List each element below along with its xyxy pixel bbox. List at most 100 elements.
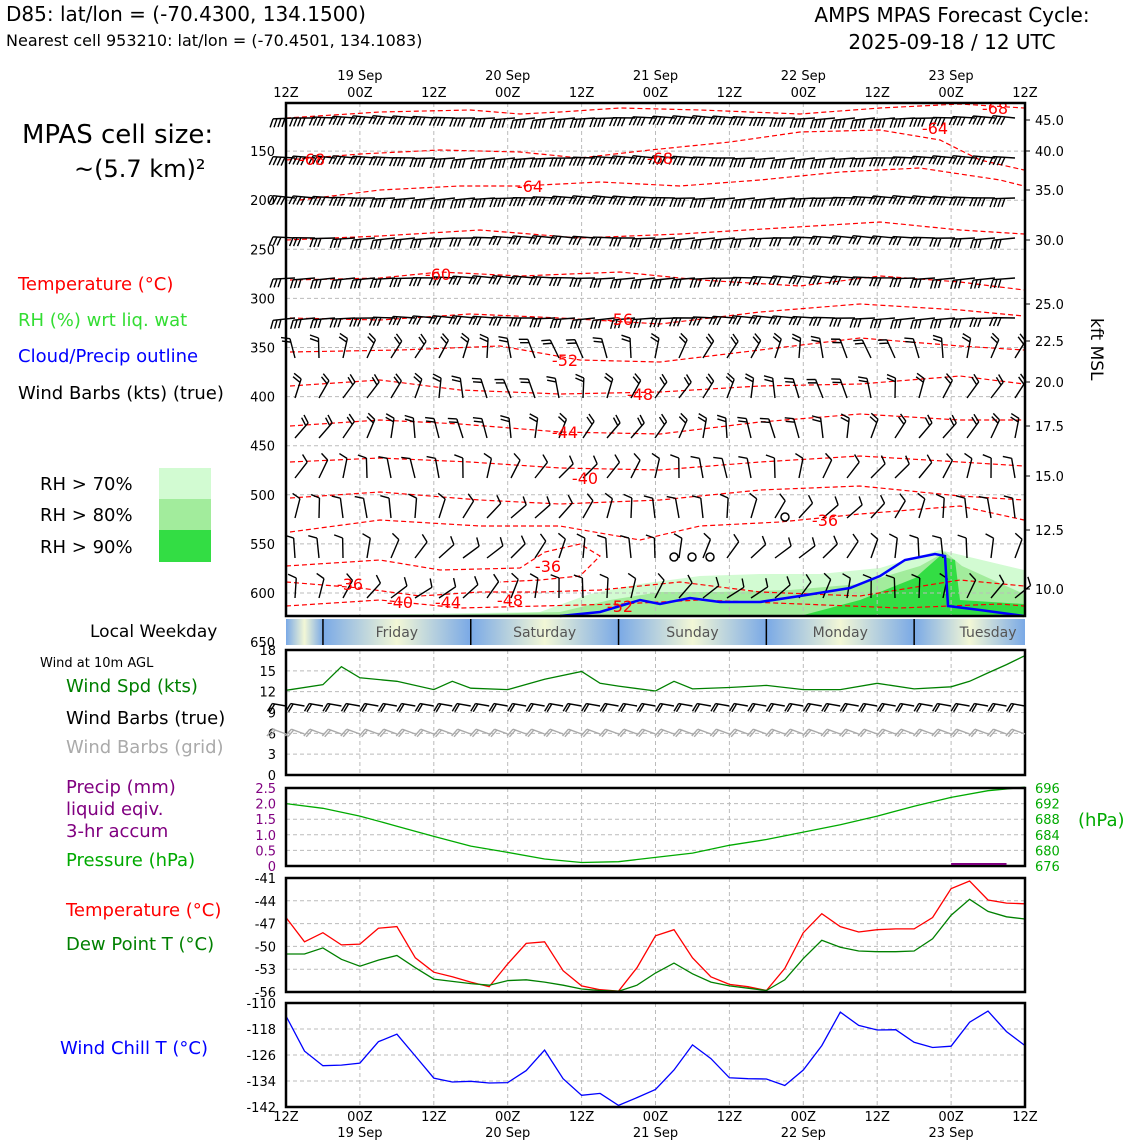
- top-time-tick: 12Z: [273, 86, 299, 101]
- wind-barb: [990, 374, 1004, 399]
- panel-ytick: -41: [255, 872, 276, 887]
- wind-barb: [848, 195, 876, 206]
- bottom-time-tick: 00Z: [643, 1110, 669, 1125]
- temperature-contour-label: -40: [387, 593, 413, 612]
- wind-barb: [702, 373, 715, 399]
- cell-size-value: ~(5.7 km)²: [74, 155, 206, 183]
- wind-barb: [990, 574, 1005, 599]
- wind-barb: [968, 115, 996, 126]
- wind-barb: [645, 534, 656, 559]
- wind-barb: [268, 195, 296, 206]
- wind-barb: [558, 494, 573, 519]
- wind-barb: [643, 495, 656, 519]
- wind-barb: [670, 454, 680, 479]
- wind-barb: [969, 237, 996, 249]
- temperature-contour: [289, 271, 1025, 291]
- wind-barb: [472, 416, 488, 439]
- wind-barb: [678, 574, 693, 599]
- wind-barb: [414, 702, 434, 713]
- wind-barb: [629, 237, 656, 248]
- wind-barb: [389, 197, 416, 209]
- wind-barb: [429, 237, 456, 248]
- wind-barb: [573, 574, 584, 599]
- panel-right-ytick: 680: [1035, 844, 1060, 859]
- top-time-tick: 12Z: [717, 86, 743, 101]
- wind-barb: [918, 454, 933, 479]
- wind-barb: [811, 415, 824, 439]
- rh90-area: [800, 556, 1024, 616]
- top-date-label: 20 Sep: [485, 69, 530, 84]
- wind-barb: [654, 702, 675, 713]
- wind-barb: [377, 702, 397, 713]
- wind-barb: [822, 496, 839, 519]
- wind-barb: [318, 373, 330, 399]
- panel-ytick: 2.5: [255, 782, 276, 797]
- wind-barb: [621, 334, 632, 359]
- wind-barb: [669, 237, 696, 249]
- wind-barb: [285, 702, 305, 713]
- panel-ytick: -126: [246, 1049, 276, 1064]
- wind-barb: [390, 532, 400, 559]
- wind-barb: [390, 333, 403, 359]
- kft-tick: 15.0: [1035, 470, 1064, 485]
- wind-barb: [597, 534, 608, 559]
- wind-barb: [894, 728, 915, 738]
- wind-barb: [408, 493, 418, 519]
- wind-barb: [519, 378, 536, 399]
- wind-barb: [750, 333, 762, 359]
- wind-barb: [449, 117, 476, 127]
- wind-barb: [689, 197, 716, 209]
- wind-barb: [469, 117, 496, 128]
- temperature-contour-label: -48: [627, 385, 653, 404]
- wind-barb: [784, 702, 804, 713]
- wind-barb: [806, 378, 824, 399]
- wind-barb: [728, 115, 756, 126]
- wind-barb: [929, 277, 956, 289]
- pressure-tick: 600: [250, 587, 275, 602]
- panel-right-ytick: 696: [1035, 782, 1060, 797]
- wind-barb: [558, 412, 568, 439]
- pressure-unit-label: (hPa): [1078, 810, 1125, 831]
- wind-barb: [744, 373, 755, 399]
- wind-barb: [728, 276, 756, 287]
- panel-ytick: -142: [246, 1101, 276, 1116]
- panel-right-ytick: 688: [1035, 813, 1060, 828]
- wind-barb: [886, 373, 897, 399]
- wind-barb: [288, 195, 316, 206]
- bottom-time-tick: 00Z: [938, 1110, 964, 1125]
- wind-barb: [529, 157, 556, 168]
- wind-barb: [870, 532, 879, 559]
- wind-barb: [549, 317, 576, 329]
- wind-barb: [669, 197, 696, 208]
- wind-barb: [401, 456, 416, 479]
- wind-barb: [790, 157, 816, 170]
- wind-barb: [709, 157, 736, 167]
- wind-barb: [654, 573, 665, 599]
- wind-barb: [810, 335, 824, 359]
- wind-barb: [702, 532, 712, 559]
- wind-barb: [269, 117, 296, 128]
- wind-barb: [769, 117, 796, 128]
- wind-barb: [635, 728, 656, 738]
- wind-barb: [849, 157, 876, 168]
- wind-barb: [672, 728, 693, 738]
- wind-barb: [748, 315, 776, 325]
- wind-barb: [308, 116, 336, 127]
- wind-barb: [689, 277, 716, 288]
- panel-ytick: -47: [255, 918, 276, 933]
- temperature-contour-label: -68: [647, 149, 673, 168]
- wind-barb: [588, 236, 616, 246]
- wind-barb: [588, 195, 616, 206]
- wind-barb: [451, 702, 471, 713]
- wind-barb: [368, 115, 396, 126]
- temperature-contour-label: -36: [337, 575, 363, 594]
- wind-barb: [928, 116, 956, 127]
- wind-barb: [318, 452, 329, 479]
- weekday-day-label: Sunday: [666, 625, 718, 641]
- wind-barb: [729, 157, 756, 168]
- wind-barb: [604, 372, 614, 399]
- wind-barb: [716, 414, 728, 439]
- wind-barb: [870, 455, 886, 479]
- wind-barb: [857, 728, 878, 738]
- wind-barb: [328, 196, 356, 207]
